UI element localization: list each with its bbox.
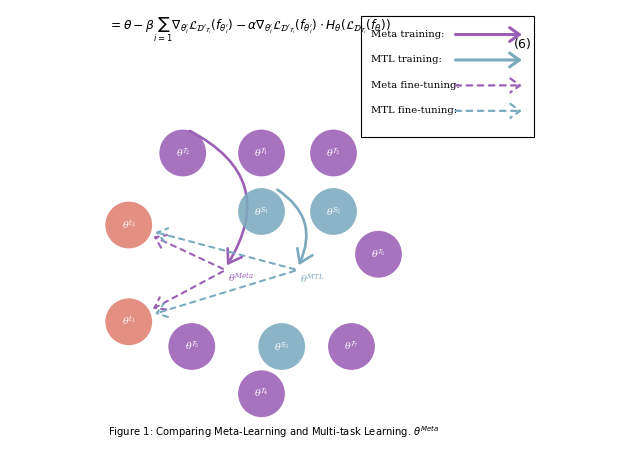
Text: Figure 1: Comparing Meta-Learning and Multi-task Learning. $\theta^{Meta}$: Figure 1: Comparing Meta-Learning and Mu… bbox=[109, 424, 440, 440]
FancyArrowPatch shape bbox=[157, 271, 295, 317]
FancyArrowPatch shape bbox=[154, 271, 223, 310]
FancyArrowPatch shape bbox=[456, 78, 520, 92]
Text: $\theta^{\mathcal{T}_1}$: $\theta^{\mathcal{T}_1}$ bbox=[255, 147, 269, 159]
Text: $\theta^{S_3}$: $\theta^{S_3}$ bbox=[274, 340, 289, 353]
Text: $\theta^{\mathcal{T}_6}$: $\theta^{\mathcal{T}_6}$ bbox=[371, 248, 386, 261]
Text: Meta training:: Meta training: bbox=[371, 30, 444, 39]
Text: $\theta^{S_2}$: $\theta^{S_2}$ bbox=[326, 205, 341, 218]
Circle shape bbox=[238, 188, 285, 235]
Text: $\theta^{\mathcal{T}_3}$: $\theta^{\mathcal{T}_3}$ bbox=[326, 147, 340, 159]
Text: Meta fine-tuning:: Meta fine-tuning: bbox=[371, 81, 460, 90]
Circle shape bbox=[310, 130, 357, 176]
Text: MTL fine-tuning:: MTL fine-tuning: bbox=[371, 106, 457, 115]
FancyArrowPatch shape bbox=[456, 27, 519, 41]
Circle shape bbox=[168, 323, 215, 370]
Circle shape bbox=[238, 130, 285, 176]
FancyArrowPatch shape bbox=[277, 189, 312, 263]
Text: $\theta^{S_1}$: $\theta^{S_1}$ bbox=[254, 205, 269, 218]
Circle shape bbox=[238, 370, 285, 417]
Text: $\theta^{t_1}$: $\theta^{t_1}$ bbox=[122, 315, 136, 328]
FancyArrowPatch shape bbox=[157, 228, 295, 269]
Circle shape bbox=[106, 202, 152, 248]
FancyArrowPatch shape bbox=[189, 131, 247, 263]
Text: $\theta^{Meta}$: $\theta^{Meta}$ bbox=[228, 272, 253, 285]
FancyArrowPatch shape bbox=[456, 53, 519, 67]
Circle shape bbox=[259, 323, 305, 370]
FancyArrowPatch shape bbox=[155, 235, 223, 269]
Text: $\theta^{t_2}$: $\theta^{t_2}$ bbox=[122, 219, 136, 231]
Circle shape bbox=[328, 323, 375, 370]
Circle shape bbox=[106, 298, 152, 345]
Circle shape bbox=[310, 188, 357, 235]
FancyArrowPatch shape bbox=[456, 104, 520, 118]
Text: $\theta^{\mathcal{T}_7}$: $\theta^{\mathcal{T}_7}$ bbox=[344, 340, 359, 353]
Text: $= \theta - \beta \sum_{i=1} \nabla_{\theta_i'}\mathcal{L}_{\mathcal{D}'_{\mathc: $= \theta - \beta \sum_{i=1} \nabla_{\th… bbox=[109, 16, 391, 44]
Circle shape bbox=[159, 130, 206, 176]
Text: $\theta^{MTL}$: $\theta^{MTL}$ bbox=[300, 272, 324, 285]
Text: $\theta^{\mathcal{T}_2}$: $\theta^{\mathcal{T}_2}$ bbox=[175, 147, 190, 159]
Text: MTL training:: MTL training: bbox=[371, 55, 442, 64]
Circle shape bbox=[355, 231, 402, 278]
FancyBboxPatch shape bbox=[360, 16, 534, 137]
Text: $\theta^{\mathcal{T}_5}$: $\theta^{\mathcal{T}_5}$ bbox=[184, 340, 199, 353]
Text: $(6)$: $(6)$ bbox=[513, 36, 531, 51]
Text: $\theta^{\mathcal{T}_4}$: $\theta^{\mathcal{T}_4}$ bbox=[254, 387, 269, 400]
